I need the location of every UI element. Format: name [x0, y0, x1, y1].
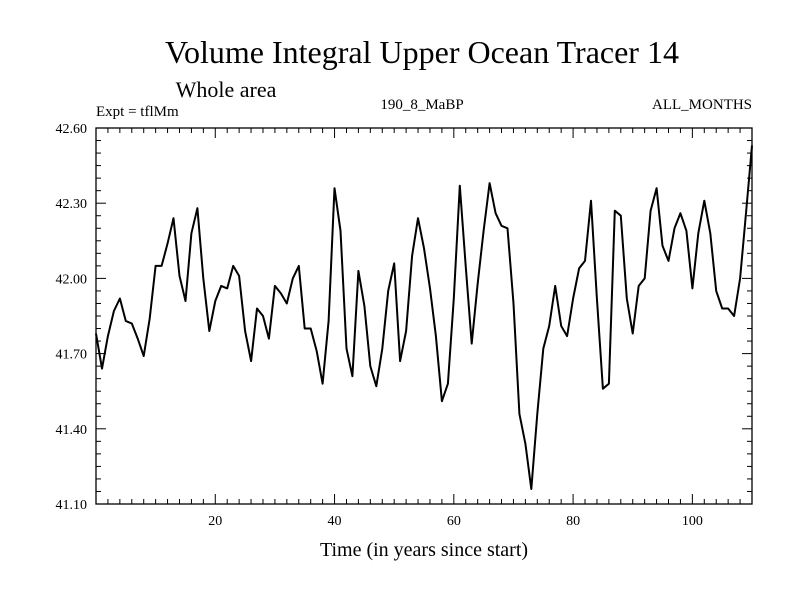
chart-subtitle: Whole area: [176, 77, 277, 102]
y-tick-label: 42.60: [56, 122, 88, 137]
y-axis-tick-labels: 41.10 41.40 41.70 42.00 42.30 42.60: [56, 122, 88, 513]
y-tick-label: 41.70: [56, 348, 88, 363]
y-tick-label: 42.00: [56, 272, 88, 287]
data-series-line: [95, 145, 753, 490]
plot-frame: [95, 127, 753, 505]
axis-ticks: [95, 127, 753, 505]
y-tick-label: 41.10: [56, 498, 88, 513]
x-axis-label: Time (in years since start): [320, 539, 528, 561]
y-tick-label: 42.30: [56, 197, 88, 212]
y-tick-label: 41.40: [56, 423, 88, 438]
chart-title: Volume Integral Upper Ocean Tracer 14: [165, 34, 679, 70]
x-axis-tick-labels: 20 40 60 80 100: [208, 514, 703, 529]
x-tick-label: 60: [447, 514, 461, 529]
run-label: 190_8_MaBP: [380, 97, 463, 113]
experiment-label: Expt = tflMm: [96, 104, 179, 120]
x-tick-label: 40: [328, 514, 342, 529]
x-tick-label: 80: [566, 514, 580, 529]
months-label: ALL_MONTHS: [652, 97, 752, 113]
x-tick-label: 20: [208, 514, 222, 529]
x-tick-label: 100: [682, 514, 703, 529]
